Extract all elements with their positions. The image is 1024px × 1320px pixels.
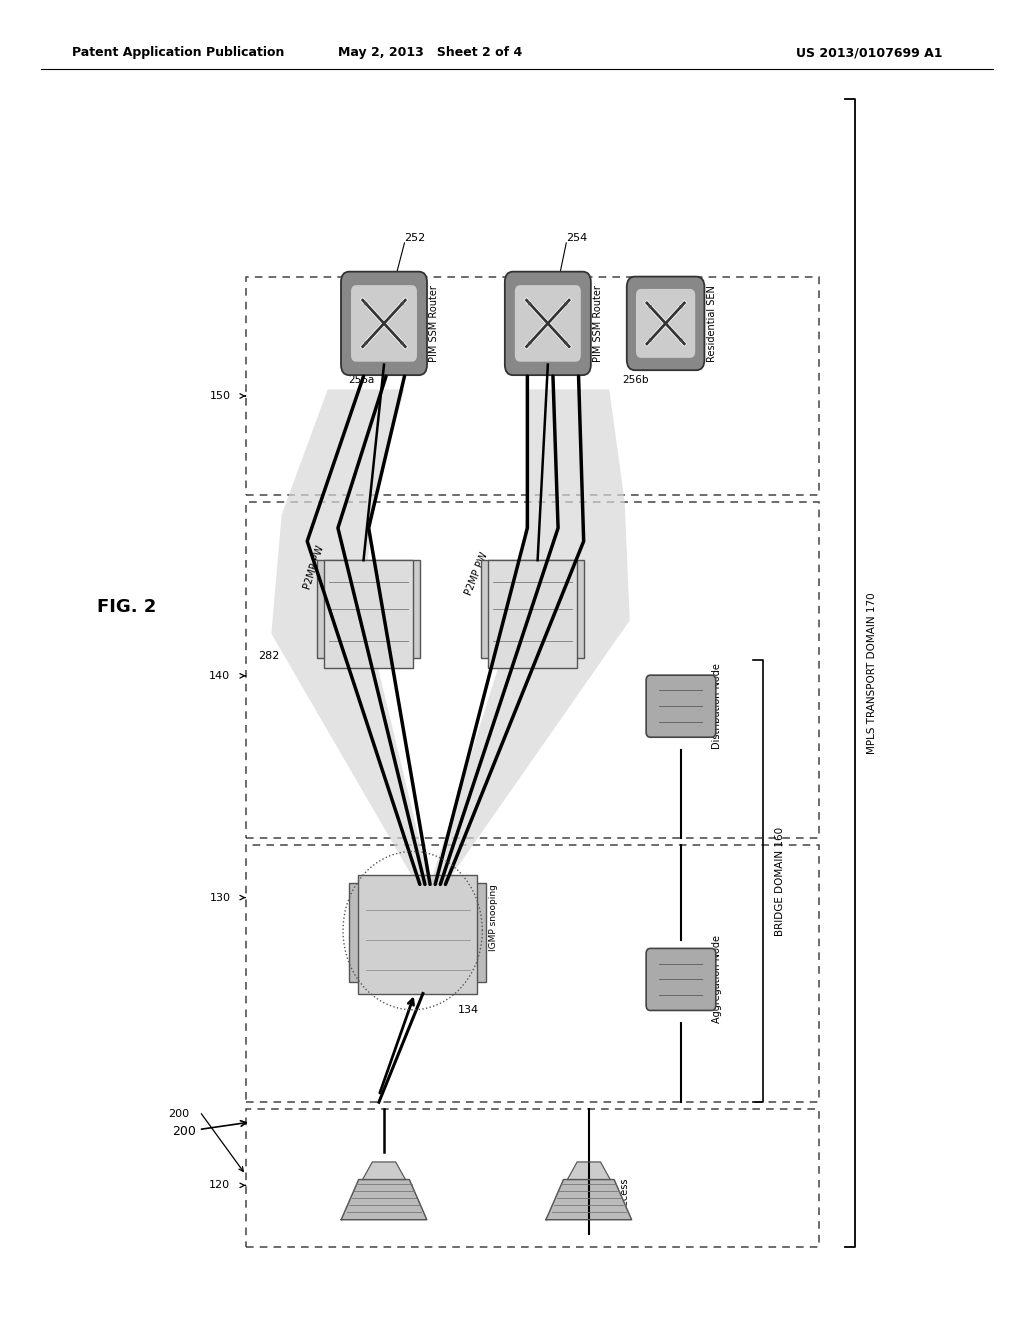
Text: US 2013/0107699 A1: US 2013/0107699 A1 (796, 46, 942, 59)
FancyBboxPatch shape (341, 272, 427, 375)
Text: IGMP snooping: IGMP snooping (489, 884, 498, 950)
Bar (349, 883, 486, 982)
Text: 150: 150 (209, 391, 230, 401)
Text: 284: 284 (548, 651, 569, 661)
Text: 256a: 256a (348, 375, 375, 385)
Text: May 2, 2013   Sheet 2 of 4: May 2, 2013 Sheet 2 of 4 (338, 46, 522, 59)
Polygon shape (271, 389, 430, 884)
Text: 252: 252 (404, 232, 426, 243)
Text: P2MP PW: P2MP PW (302, 544, 326, 591)
Text: 200: 200 (168, 1109, 189, 1119)
Text: MPLS TRANSPORT DOMAIN 170: MPLS TRANSPORT DOMAIN 170 (867, 593, 878, 754)
Bar (488, 560, 577, 668)
Text: 256b: 256b (623, 375, 649, 385)
FancyBboxPatch shape (515, 285, 581, 362)
Text: 254: 254 (566, 232, 588, 243)
Text: 282: 282 (258, 651, 280, 661)
Bar (325, 560, 413, 668)
Text: Aggregation Node: Aggregation Node (712, 936, 722, 1023)
Bar (317, 560, 420, 659)
Text: 130: 130 (209, 892, 230, 903)
Text: 200: 200 (172, 1121, 247, 1138)
Text: 120: 120 (209, 1180, 230, 1191)
Text: FIG. 2: FIG. 2 (97, 598, 157, 616)
Polygon shape (567, 1162, 610, 1180)
Text: Patent Application Publication: Patent Application Publication (72, 46, 284, 59)
FancyBboxPatch shape (636, 289, 695, 358)
Bar (246, 277, 819, 495)
Text: PIM SSM Router: PIM SSM Router (429, 285, 439, 362)
Bar (246, 845, 819, 1102)
FancyBboxPatch shape (627, 277, 705, 370)
Polygon shape (546, 1180, 632, 1220)
Bar (481, 560, 584, 659)
Text: 140: 140 (209, 671, 230, 681)
Polygon shape (430, 389, 630, 884)
Bar (358, 875, 477, 994)
Text: PIM SSM Router: PIM SSM Router (593, 285, 603, 362)
Text: Distribution Node: Distribution Node (712, 663, 722, 750)
Polygon shape (341, 1180, 427, 1220)
Bar (246, 1109, 819, 1247)
Text: Residential SEN: Residential SEN (707, 285, 717, 362)
Text: Access: Access (620, 1177, 630, 1212)
Text: 134: 134 (458, 1005, 479, 1015)
FancyBboxPatch shape (646, 948, 716, 1011)
FancyBboxPatch shape (505, 272, 591, 375)
Text: P2MP PW: P2MP PW (464, 552, 490, 597)
FancyBboxPatch shape (646, 676, 716, 737)
Bar (246, 502, 819, 838)
Polygon shape (362, 1162, 406, 1180)
Text: BRIDGE DOMAIN 160: BRIDGE DOMAIN 160 (775, 826, 785, 936)
FancyBboxPatch shape (351, 285, 417, 362)
